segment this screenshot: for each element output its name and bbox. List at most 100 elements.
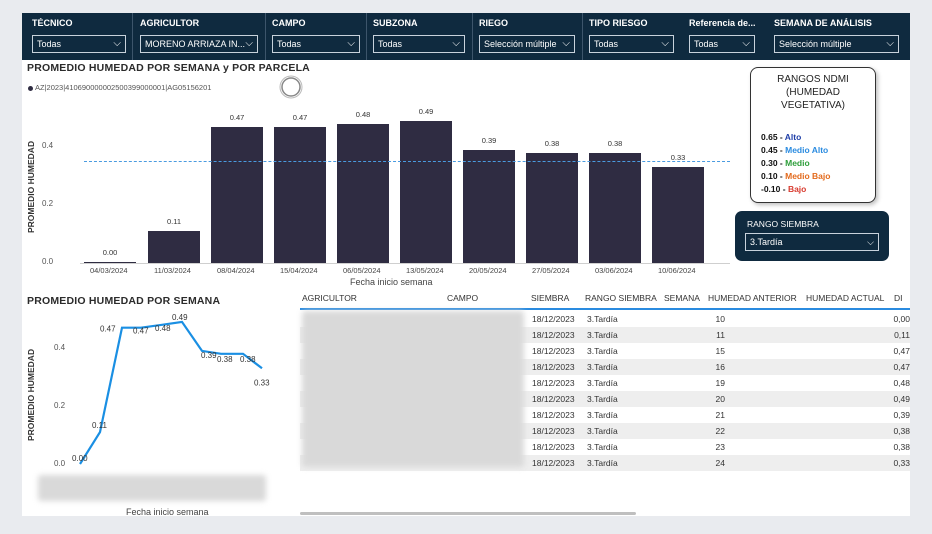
table-row[interactable]: 18/12/2023 3.Tardía 15 0,47	[300, 343, 910, 359]
series-line[interactable]	[79, 320, 263, 465]
dropdown-value: Selección múltiple	[484, 39, 557, 49]
chevron-down-icon: ⌵	[113, 38, 121, 49]
bar[interactable]	[211, 126, 263, 263]
data-label: 0.49	[418, 106, 434, 116]
divider	[472, 13, 473, 60]
data-label: 0.39	[201, 351, 217, 360]
table-cell: 0,38	[893, 426, 910, 436]
table-cell: 3.Tardía	[587, 458, 618, 468]
column-header[interactable]: AGRICULTOR	[302, 293, 357, 303]
table-row[interactable]: 18/12/2023 3.Tardía 21 0,39	[300, 407, 910, 423]
table-cell: 10	[715, 314, 725, 324]
rango-siembra-label: RANGO SIEMBRA	[747, 219, 819, 229]
filter-referencia: Referencia de... Todas ⌵	[689, 13, 755, 60]
semana-analisis-dropdown[interactable]: Selección múltiple ⌵	[774, 35, 899, 53]
ndmi-range-item: -0.10 - Bajo	[761, 184, 806, 194]
table-cell: 3.Tardía	[587, 410, 618, 420]
column-header[interactable]: SIEMBRA	[531, 293, 570, 303]
divider	[265, 13, 266, 60]
ndmi-range-label: Bajo	[787, 184, 807, 194]
column-header[interactable]: HUMEDAD ANTERIOR	[708, 293, 797, 303]
report-canvas: TÉCNICO Todas ⌵ AGRICULTOR MORENO ARRIAZA…	[22, 13, 910, 517]
chevron-down-icon: ⌵	[245, 38, 253, 49]
legend-label: AZ|2023|410690000002500399000001|AG05156…	[35, 83, 212, 92]
bottom-chart-plot: 0.000.110.47 0.47 0.480.490.39 0.38 0.380.33	[72, 313, 270, 465]
dropdown-value: 3.Tardía	[750, 237, 783, 247]
filter-label: SEMANA DE ANÁLISIS	[774, 18, 872, 28]
data-label: 0.48	[155, 324, 171, 333]
filter-bar: TÉCNICO Todas ⌵ AGRICULTOR MORENO ARRIAZA…	[22, 13, 910, 60]
dropdown-value: Todas	[378, 39, 403, 49]
horizontal-scrollbar[interactable]	[300, 512, 636, 515]
bar[interactable]	[463, 149, 515, 263]
ndmi-range-value: 0.10 -	[761, 171, 786, 181]
filter-subzona: SUBZONA Todas ⌵	[373, 13, 465, 60]
campo-dropdown[interactable]: Todas ⌵	[272, 35, 360, 53]
table-row[interactable]: 18/12/2023 3.Tardía 19 0,48	[300, 375, 910, 391]
column-header[interactable]: HUMEDAD ACTUAL	[806, 293, 885, 303]
x-tick: 15/04/2024	[280, 266, 318, 275]
data-label: 0.49	[172, 313, 188, 322]
tipo-riesgo-dropdown[interactable]: Todas ⌵	[589, 35, 674, 53]
referencia-dropdown[interactable]: Todas ⌵	[689, 35, 755, 53]
column-header[interactable]: SEMANA	[664, 293, 700, 303]
table-cell: 3.Tardía	[587, 378, 618, 388]
agricultor-dropdown[interactable]: MORENO ARRIAZA IN... ⌵	[140, 35, 258, 53]
table-row[interactable]: 18/12/2023 3.Tardía 23 0,38	[300, 439, 910, 455]
table-cell: 3.Tardía	[587, 394, 618, 404]
rango-siembra-dropdown[interactable]: 3.Tardía ⌵	[745, 233, 879, 251]
table-cell: 0,33	[893, 458, 910, 468]
data-label: 0.47	[100, 325, 116, 334]
dropdown-value: MORENO ARRIAZA IN...	[145, 39, 246, 49]
filter-tecnico: TÉCNICO Todas ⌵	[32, 13, 126, 60]
ndmi-title: RANGOS NDMI (HUMEDAD VEGETATIVA)	[751, 73, 875, 112]
table-cell: 18/12/2023	[532, 442, 575, 452]
tecnico-dropdown[interactable]: Todas ⌵	[32, 35, 126, 53]
top-chart-legend[interactable]: AZ|2023|410690000002500399000001|AG05156…	[28, 83, 211, 92]
bar[interactable]	[589, 152, 641, 263]
data-label: 0.38	[217, 355, 233, 364]
filter-campo: CAMPO Todas ⌵	[272, 13, 360, 60]
bar[interactable]	[652, 167, 704, 263]
table-cell: 3.Tardía	[587, 442, 618, 452]
bar[interactable]	[337, 123, 389, 263]
column-header[interactable]: DI	[894, 293, 903, 303]
table-cell: 18/12/2023	[532, 458, 575, 468]
bottom-chart-title: PROMEDIO HUMEDAD POR SEMANA	[27, 295, 221, 307]
table-cell: 19	[715, 378, 725, 388]
bar[interactable]	[526, 152, 578, 263]
filter-agricultor: AGRICULTOR MORENO ARRIAZA IN... ⌵	[140, 13, 258, 60]
average-reference-line	[84, 161, 730, 162]
column-header[interactable]: RANGO SIEMBRA	[585, 293, 657, 303]
filter-label: AGRICULTOR	[140, 18, 200, 28]
bar[interactable]	[148, 231, 200, 263]
table-cell: 20	[715, 394, 725, 404]
column-header[interactable]: CAMPO	[447, 293, 479, 303]
dropdown-value: Todas	[594, 39, 619, 49]
table-cell: 23	[715, 442, 725, 452]
bar[interactable]	[84, 262, 136, 263]
table-cell: 3.Tardía	[587, 426, 618, 436]
divider	[582, 13, 583, 60]
table-cell: 18/12/2023	[532, 346, 575, 356]
subzona-dropdown[interactable]: Todas ⌵	[373, 35, 465, 53]
table-row[interactable]: 18/12/2023 3.Tardía 10 0,00	[300, 311, 910, 327]
x-tick: 27/05/2024	[532, 266, 570, 275]
ndmi-range-label: Medio Bajo	[785, 171, 831, 181]
chevron-down-icon: ⌵	[886, 38, 894, 49]
bar[interactable]	[274, 126, 326, 263]
x-tick: 13/05/2024	[406, 266, 444, 275]
table-cell: 18/12/2023	[532, 330, 575, 340]
data-label: 0.38	[240, 355, 256, 364]
table-cell: 0,47	[893, 346, 910, 356]
table-cell: 21	[715, 410, 725, 420]
data-label: 0.47	[229, 112, 245, 122]
data-label: 0.11	[92, 421, 108, 430]
riego-dropdown[interactable]: Selección múltiple ⌵	[479, 35, 575, 53]
table-cell: 3.Tardía	[587, 330, 618, 340]
bar[interactable]	[400, 120, 452, 263]
ndmi-title-line: (HUMEDAD	[786, 87, 840, 98]
data-label: 0.38	[544, 138, 560, 148]
y-tick: 0.0	[42, 257, 54, 266]
ndmi-range-label: Medio	[785, 158, 810, 168]
